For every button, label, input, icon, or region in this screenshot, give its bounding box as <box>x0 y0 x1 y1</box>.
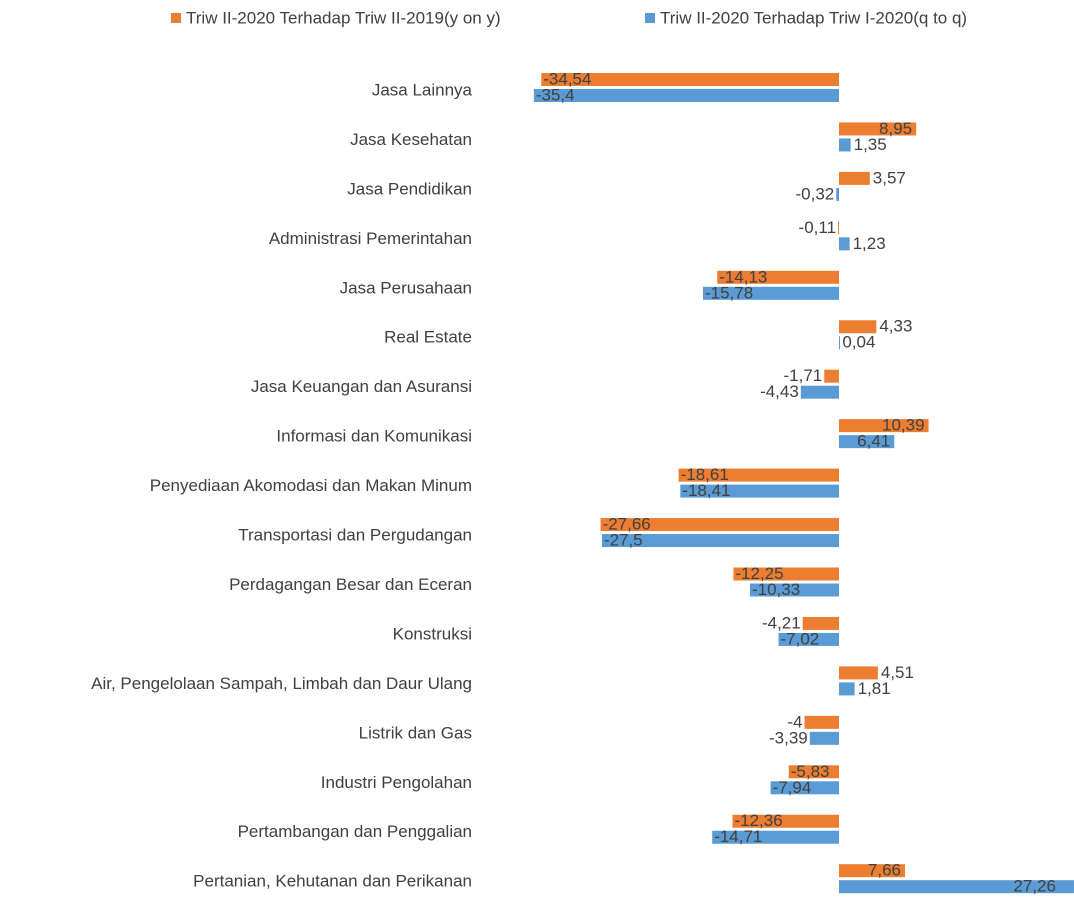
data-label: 1,81 <box>858 679 891 698</box>
bar <box>839 419 929 433</box>
category-label: Air, Pengelolaan Sampah, Limbah dan Daur… <box>91 674 472 693</box>
data-label: -4 <box>787 712 802 731</box>
bar <box>778 632 839 646</box>
data-label: -12,36 <box>734 811 782 830</box>
legend-label: Triw II-2020 Terhadap Triw I-2020(q to q… <box>660 8 967 27</box>
bar <box>839 171 870 185</box>
data-label: 7,66 <box>868 861 901 880</box>
data-label: -0,11 <box>799 218 837 237</box>
data-label: -1,71 <box>784 366 823 385</box>
bar <box>680 484 839 498</box>
category-label: Pertambangan dan Penggalian <box>238 822 472 841</box>
data-label: -35,4 <box>536 85 575 104</box>
category-label: Jasa Perusahaan <box>340 278 472 297</box>
category-label: Listrik dan Gas <box>359 723 472 742</box>
category-label: Transportasi dan Pergudangan <box>238 526 472 545</box>
data-label: 1,23 <box>853 234 886 253</box>
bar <box>839 138 851 152</box>
bar <box>800 385 839 399</box>
data-label: 6,41 <box>857 432 890 451</box>
data-label: 4,51 <box>881 663 914 682</box>
bar <box>749 583 839 597</box>
bar <box>788 765 839 779</box>
data-label: 10,39 <box>882 416 925 435</box>
data-label: 27,26 <box>1013 877 1056 896</box>
bar <box>838 221 840 235</box>
bar <box>839 435 895 449</box>
data-label: -7,02 <box>780 629 819 648</box>
category-label: Perdagangan Besar dan Eceran <box>229 575 472 594</box>
bar <box>678 468 839 482</box>
data-label: -3,39 <box>769 728 808 747</box>
data-label: -34,54 <box>543 69 591 88</box>
bar <box>809 731 839 745</box>
data-label: -14,71 <box>714 827 762 846</box>
bar <box>824 369 839 383</box>
category-label: Industri Pengolahan <box>321 773 472 792</box>
legend-swatch <box>645 13 655 23</box>
data-label: -10,33 <box>752 580 800 599</box>
bar <box>732 814 839 828</box>
bar <box>839 880 1074 894</box>
category-label: Jasa Lainnya <box>372 80 473 99</box>
data-label: -18,61 <box>681 465 729 484</box>
category-label: Real Estate <box>384 328 472 347</box>
bar <box>839 122 917 136</box>
data-label: -4,21 <box>762 613 801 632</box>
bar <box>702 286 839 300</box>
category-label: Konstruksi <box>393 624 472 643</box>
data-label: -27,5 <box>604 531 643 550</box>
data-label: -15,78 <box>705 283 753 302</box>
data-label: -14,13 <box>719 267 767 286</box>
bar <box>839 864 906 878</box>
bar <box>600 518 839 532</box>
bar <box>839 336 840 350</box>
data-label: 8,95 <box>879 119 912 138</box>
data-label: 4,33 <box>879 317 912 336</box>
data-label: -0,32 <box>795 184 834 203</box>
data-label: -7,94 <box>773 778 812 797</box>
bar <box>601 534 839 548</box>
category-label: Jasa Kesehatan <box>350 130 472 149</box>
data-label: -27,66 <box>603 515 651 534</box>
legend-swatch <box>171 13 181 23</box>
bar <box>717 270 839 284</box>
bar <box>839 237 850 251</box>
data-label: 3,57 <box>873 168 906 187</box>
bar <box>839 682 855 696</box>
bar <box>802 616 839 630</box>
category-label: Jasa Keuangan dan Asuransi <box>251 377 472 396</box>
bar <box>733 567 839 581</box>
data-label: -5,83 <box>791 762 830 781</box>
legend-label: Triw II-2020 Terhadap Triw II-2019(y on … <box>186 8 501 27</box>
data-label: -4,43 <box>760 382 799 401</box>
category-label: Pertanian, Kehutanan dan Perikanan <box>193 872 472 891</box>
bar <box>541 73 839 86</box>
bar <box>836 187 839 201</box>
bar <box>770 781 839 795</box>
bar <box>839 666 878 680</box>
category-label: Informasi dan Komunikasi <box>276 427 472 446</box>
data-label: 0,04 <box>842 333 875 352</box>
bar <box>533 89 839 102</box>
category-label: Penyediaan Akomodasi dan Makan Minum <box>150 476 472 495</box>
bar <box>712 830 839 844</box>
data-label: -12,25 <box>735 564 783 583</box>
data-label: -18,41 <box>682 481 730 500</box>
bar <box>804 715 839 729</box>
category-label: Jasa Pendidikan <box>347 179 472 198</box>
bar <box>839 320 877 334</box>
category-label: Administrasi Pemerintahan <box>269 229 472 248</box>
data-label: 1,35 <box>854 135 887 154</box>
